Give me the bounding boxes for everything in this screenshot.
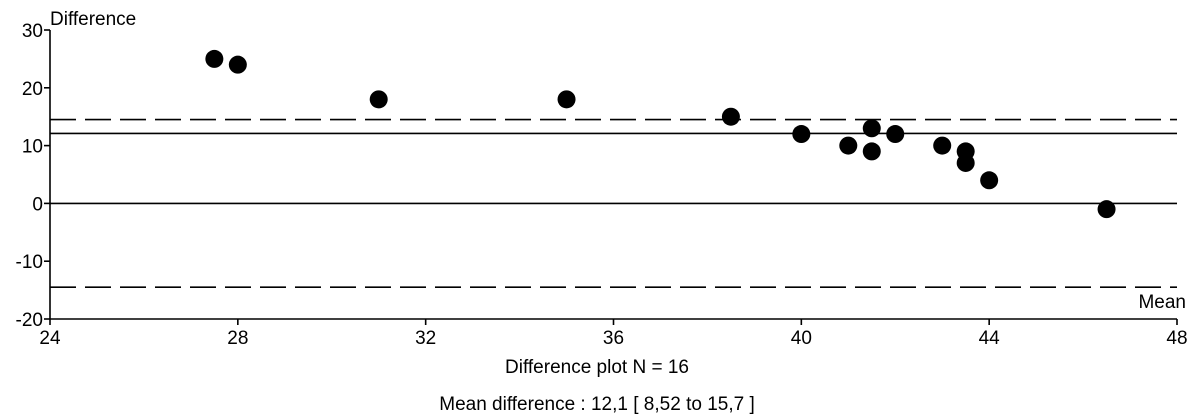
x-tick-label: 48 xyxy=(1166,328,1187,349)
data-point xyxy=(980,171,999,190)
x-tick-label: 32 xyxy=(415,328,436,349)
y-tick-label: 10 xyxy=(22,137,43,158)
y-axis-label: Difference xyxy=(50,9,136,30)
y-tick-label: -10 xyxy=(16,252,43,273)
data-point xyxy=(228,55,247,74)
x-tick-label: 28 xyxy=(227,328,248,349)
data-point xyxy=(369,90,388,109)
y-tick-label: 0 xyxy=(32,194,43,215)
x-tick-label: 36 xyxy=(603,328,624,349)
reference-lines xyxy=(50,118,1177,289)
data-point xyxy=(862,142,881,161)
y-tick-label: -20 xyxy=(16,310,43,331)
x-tick-label: 24 xyxy=(39,328,61,349)
data-point xyxy=(721,107,740,126)
data-points xyxy=(205,49,1116,219)
y-tick-label: 20 xyxy=(22,79,43,100)
data-point xyxy=(956,153,975,172)
caption-n: Difference plot N = 16 xyxy=(505,357,689,378)
data-point xyxy=(839,136,858,155)
x-tick-label: 44 xyxy=(979,328,1001,349)
data-point xyxy=(205,49,224,68)
y-tick-label: 30 xyxy=(22,21,43,42)
data-point xyxy=(1097,200,1116,219)
axes: -20 -10 0 10 20 30 24 28 32 36 40 44 48 xyxy=(16,21,1188,349)
x-tick-label: 40 xyxy=(791,328,812,349)
caption-mean-difference: Mean difference : 12,1 [ 8,52 to 15,7 ] xyxy=(439,394,754,415)
data-point xyxy=(886,125,905,144)
x-axis-label: Mean xyxy=(1138,292,1186,313)
data-point xyxy=(862,119,881,138)
data-point xyxy=(557,90,576,109)
data-point xyxy=(792,125,811,144)
data-point xyxy=(933,136,952,155)
